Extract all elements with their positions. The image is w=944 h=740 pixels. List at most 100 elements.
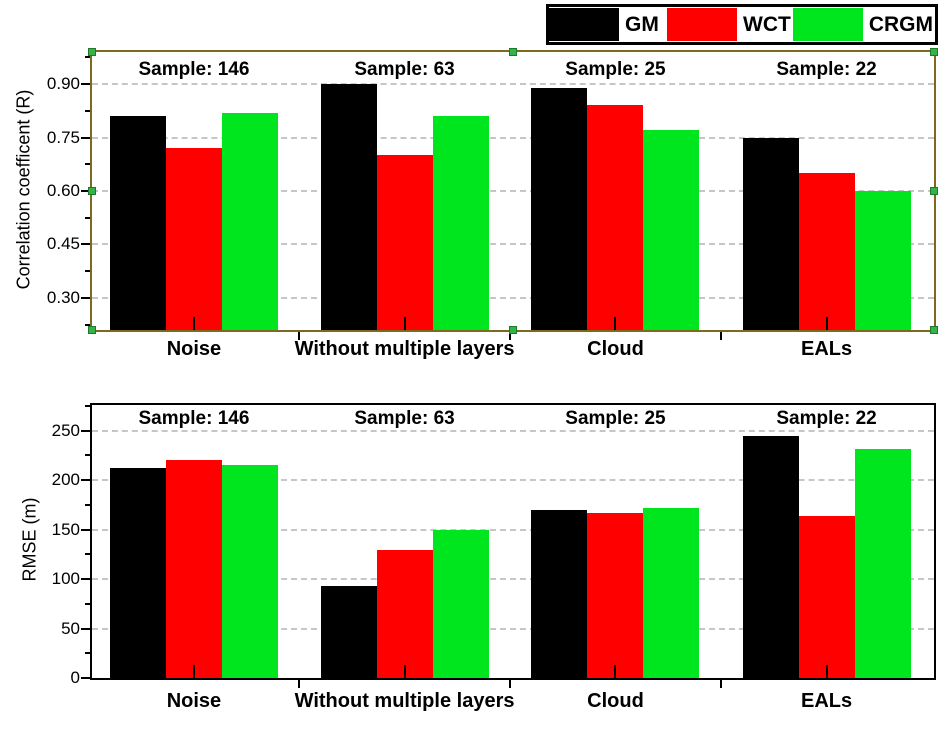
bar-crgm-without-multiple-layers [432, 116, 489, 330]
x-tick-eals [825, 317, 828, 330]
x-tick-cloud [614, 665, 617, 678]
x-category-label-without-multiple-layers: Without multiple layers [294, 338, 515, 360]
y-minor-tick-225 [85, 454, 90, 457]
x-category-label-eals: EALs [800, 690, 853, 712]
gridline-0.9 [92, 83, 934, 86]
bar-crgm-eals [854, 448, 911, 678]
y-minor-tick-125 [85, 553, 90, 556]
x-category-label-noise: Noise [166, 690, 222, 712]
bar-wct-without-multiple-layers [376, 155, 433, 330]
y-major-tick-0.3 [81, 296, 90, 299]
x-boundary-tick-0 [298, 332, 301, 340]
y-major-tick-50 [81, 627, 90, 630]
gridline-100 [92, 578, 934, 581]
gridline-150 [92, 528, 934, 531]
selection-handle-2 [930, 48, 938, 56]
y-major-tick-0.45 [81, 243, 90, 246]
bar-crgm-cloud [643, 507, 700, 678]
x-boundary-tick-1 [509, 332, 512, 340]
bar-wct-eals [798, 173, 855, 330]
legend-label-wct: WCT [743, 12, 791, 36]
y-minor-tick-0.825 [85, 109, 90, 112]
y-tick-label-0.75: 0.75 [46, 127, 80, 147]
correlation-chart-plot: 0.30 0.45 0.60 0.75 0.90 Sample: 146 Sample: 6… [47, 48, 938, 360]
legend: GM WCT CRGM [546, 4, 938, 45]
gridline-50 [92, 627, 934, 630]
bar-gm-without-multiple-layers [320, 84, 377, 330]
sample-count-label-noise: Sample: 146 [138, 408, 250, 429]
sample-count-label-eals: Sample: 22 [776, 408, 877, 429]
legend-label-crgm: CRGM [868, 12, 933, 36]
y-major-tick-250 [81, 429, 90, 432]
x-tick-without-multiple-layers [403, 317, 406, 330]
y-major-tick-0 [81, 677, 90, 679]
y-major-tick-0.6 [81, 190, 90, 192]
y-major-tick-200 [81, 479, 90, 482]
bar-wct-without-multiple-layers [376, 550, 433, 678]
bar-gm-noise [109, 116, 166, 330]
x-tick-noise [192, 317, 195, 330]
bar-gm-cloud [531, 87, 588, 330]
x-tick-eals [825, 665, 828, 678]
gridline-200 [92, 479, 934, 482]
bar-crgm-without-multiple-layers [432, 529, 489, 678]
x-boundary-tick-1 [509, 680, 512, 688]
selection-handle-5 [88, 326, 96, 334]
x-category-label-cloud: Cloud [587, 690, 644, 712]
y-tick-label-0.9: 0.90 [46, 74, 80, 94]
bar-gm-cloud [531, 509, 588, 678]
y-tick-label-100: 100 [51, 569, 80, 589]
x-boundary-tick-2 [720, 332, 723, 340]
bar-gm-noise [109, 468, 166, 678]
y-tick-label-50: 50 [61, 618, 80, 638]
y-tick-label-150: 150 [51, 519, 80, 539]
sample-count-label-without-multiple-layers: Sample: 63 [354, 59, 455, 80]
y-minor-tick-175 [85, 503, 90, 506]
y-minor-tick-75 [85, 602, 90, 605]
sample-count-label-without-multiple-layers: Sample: 63 [354, 408, 455, 429]
selection-handle-7 [930, 326, 938, 334]
x-boundary-tick-0 [298, 680, 301, 688]
bar-wct-cloud [587, 512, 644, 678]
x-category-label-cloud: Cloud [587, 338, 644, 360]
bar-crgm-eals [854, 191, 911, 330]
gridline-250 [92, 429, 934, 432]
selection-handle-1 [509, 48, 517, 56]
x-category-label-noise: Noise [166, 338, 222, 360]
y-tick-label-0.45: 0.45 [46, 234, 80, 254]
y-tick-label-0.6: 0.60 [46, 181, 80, 200]
bar-gm-eals [742, 137, 799, 330]
bar-wct-noise [165, 148, 222, 330]
y-tick-label-250: 250 [51, 420, 80, 440]
x-boundary-tick-2 [720, 680, 723, 688]
y-minor-tick-0.225 [85, 323, 90, 326]
gridline-0.45 [92, 243, 934, 246]
y-major-tick-150 [81, 528, 90, 531]
sample-count-label-eals: Sample: 22 [776, 59, 877, 80]
sample-count-label-cloud: Sample: 25 [565, 59, 666, 80]
y-major-tick-0.75 [81, 136, 90, 139]
bar-wct-noise [165, 460, 222, 678]
bar-gm-eals [742, 435, 799, 678]
y-tick-label-200: 200 [51, 470, 80, 490]
legend-label-gm: GM [625, 12, 659, 36]
y-minor-tick-0.975 [85, 56, 90, 59]
legend-item-gm: GM [549, 7, 667, 42]
legend-swatch-wct [667, 8, 737, 41]
y-major-tick-0.9 [81, 83, 90, 86]
x-category-label-eals: EALs [800, 338, 853, 360]
legend-swatch-gm [549, 8, 619, 41]
bar-gm-without-multiple-layers [320, 586, 377, 678]
selection-handle-3 [88, 187, 96, 195]
legend-swatch-crgm [792, 8, 863, 41]
y-major-tick-100 [81, 578, 90, 581]
y-minor-tick-0.525 [85, 216, 90, 219]
selection-handle-6 [509, 326, 517, 334]
rmse-chart-plot: 0 50 100 150 200 250 Sample: 146 Sample: 63 Samp… [52, 403, 936, 712]
gridline-0.3 [92, 296, 934, 299]
bar-crgm-cloud [643, 130, 700, 330]
sample-count-label-cloud: Sample: 25 [565, 408, 666, 429]
selection-handle-4 [930, 187, 938, 195]
x-tick-cloud [614, 317, 617, 330]
bar-crgm-noise [221, 112, 278, 330]
